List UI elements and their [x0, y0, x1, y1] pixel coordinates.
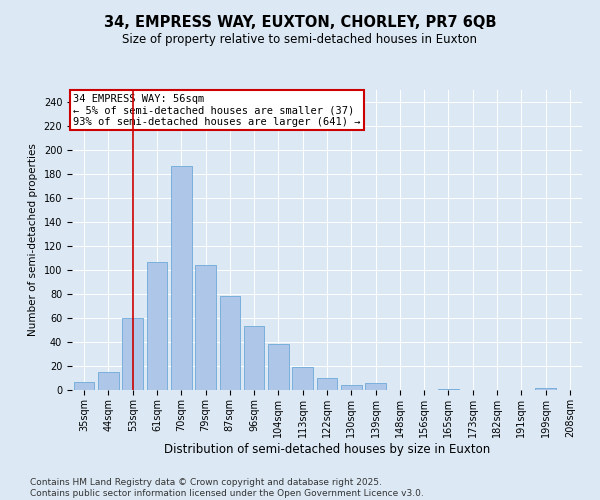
- Y-axis label: Number of semi-detached properties: Number of semi-detached properties: [28, 144, 38, 336]
- Bar: [98, 372, 119, 390]
- Bar: [122, 318, 143, 390]
- Bar: [171, 166, 191, 390]
- Bar: [268, 344, 289, 390]
- Bar: [220, 296, 240, 390]
- X-axis label: Distribution of semi-detached houses by size in Euxton: Distribution of semi-detached houses by …: [164, 442, 490, 456]
- Bar: [365, 383, 386, 390]
- Text: 34 EMPRESS WAY: 56sqm
← 5% of semi-detached houses are smaller (37)
93% of semi-: 34 EMPRESS WAY: 56sqm ← 5% of semi-detac…: [73, 94, 361, 127]
- Text: Contains HM Land Registry data © Crown copyright and database right 2025.
Contai: Contains HM Land Registry data © Crown c…: [30, 478, 424, 498]
- Bar: [195, 265, 216, 390]
- Text: 34, EMPRESS WAY, EUXTON, CHORLEY, PR7 6QB: 34, EMPRESS WAY, EUXTON, CHORLEY, PR7 6Q…: [104, 15, 496, 30]
- Text: Size of property relative to semi-detached houses in Euxton: Size of property relative to semi-detach…: [122, 32, 478, 46]
- Bar: [317, 378, 337, 390]
- Bar: [244, 326, 265, 390]
- Bar: [341, 385, 362, 390]
- Bar: [535, 388, 556, 390]
- Bar: [146, 262, 167, 390]
- Bar: [438, 389, 459, 390]
- Bar: [74, 382, 94, 390]
- Bar: [292, 367, 313, 390]
